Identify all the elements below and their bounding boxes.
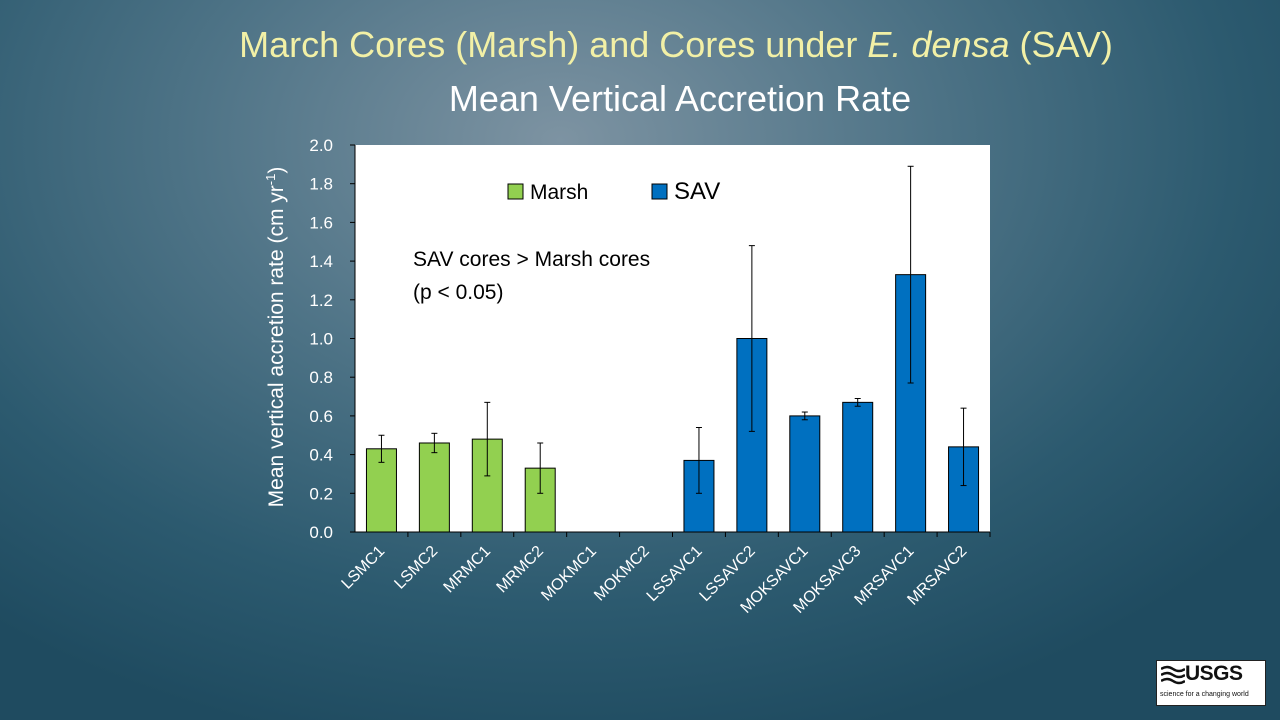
y-tick-label: 1.4 <box>309 252 333 271</box>
y-tick-label: 1.8 <box>309 175 333 194</box>
x-tick-label: LSSAVC1 <box>644 543 706 605</box>
y-tick-label: 2.0 <box>309 136 333 155</box>
annotation-line: (p < 0.05) <box>413 281 503 304</box>
x-tick-label: MOKMC1 <box>538 543 600 605</box>
slide-title: March Cores (Marsh) and Cores under E. d… <box>239 24 1113 65</box>
x-tick-label: MOKMC2 <box>591 543 653 605</box>
x-tick-label: LSMC1 <box>339 543 389 593</box>
bar <box>683 459 715 533</box>
y-axis-label-superscript: -1 <box>263 174 278 186</box>
y-tick-label: 1.2 <box>309 291 333 310</box>
usgs-wave-icon <box>1161 665 1185 685</box>
slide-title-species: E. densa <box>867 24 1010 65</box>
y-tick-label: 0.6 <box>309 407 333 426</box>
x-tick-label: LSMC2 <box>391 543 441 593</box>
y-tick-label: 0.4 <box>309 446 333 465</box>
y-axis-label-close: ) <box>265 167 288 174</box>
x-tick-label: MRMC2 <box>494 543 548 597</box>
legend-swatch-sav <box>651 183 668 200</box>
x-tick-label: MRMC1 <box>441 543 495 597</box>
y-tick-label: 0.2 <box>309 484 333 503</box>
y-tick-label: 1.0 <box>309 330 333 349</box>
y-tick-label: 0.8 <box>309 368 333 387</box>
slide-subtitle: Mean Vertical Accretion Rate <box>448 78 912 119</box>
y-tick-label: 1.6 <box>309 213 333 232</box>
legend-label-marsh: Marsh <box>530 181 588 204</box>
legend-swatch-marsh <box>507 183 524 200</box>
legend-label-sav: SAV <box>674 178 720 205</box>
usgs-logo-text: USGS <box>1185 662 1243 685</box>
plot-area <box>355 145 990 532</box>
bar <box>842 401 874 533</box>
y-tick-label: 0.0 <box>309 523 333 542</box>
y-axis-label: Mean vertical accretion rate (cm yr-1) <box>263 167 288 508</box>
usgs-logo: USGS science for a changing world <box>1156 660 1266 706</box>
annotation-line: SAV cores > Marsh cores <box>413 248 650 271</box>
usgs-logo-tagline: science for a changing world <box>1160 691 1249 698</box>
bar <box>789 415 821 533</box>
bar <box>418 442 450 533</box>
y-axis-label-main: Mean vertical accretion rate (cm yr <box>265 185 288 507</box>
